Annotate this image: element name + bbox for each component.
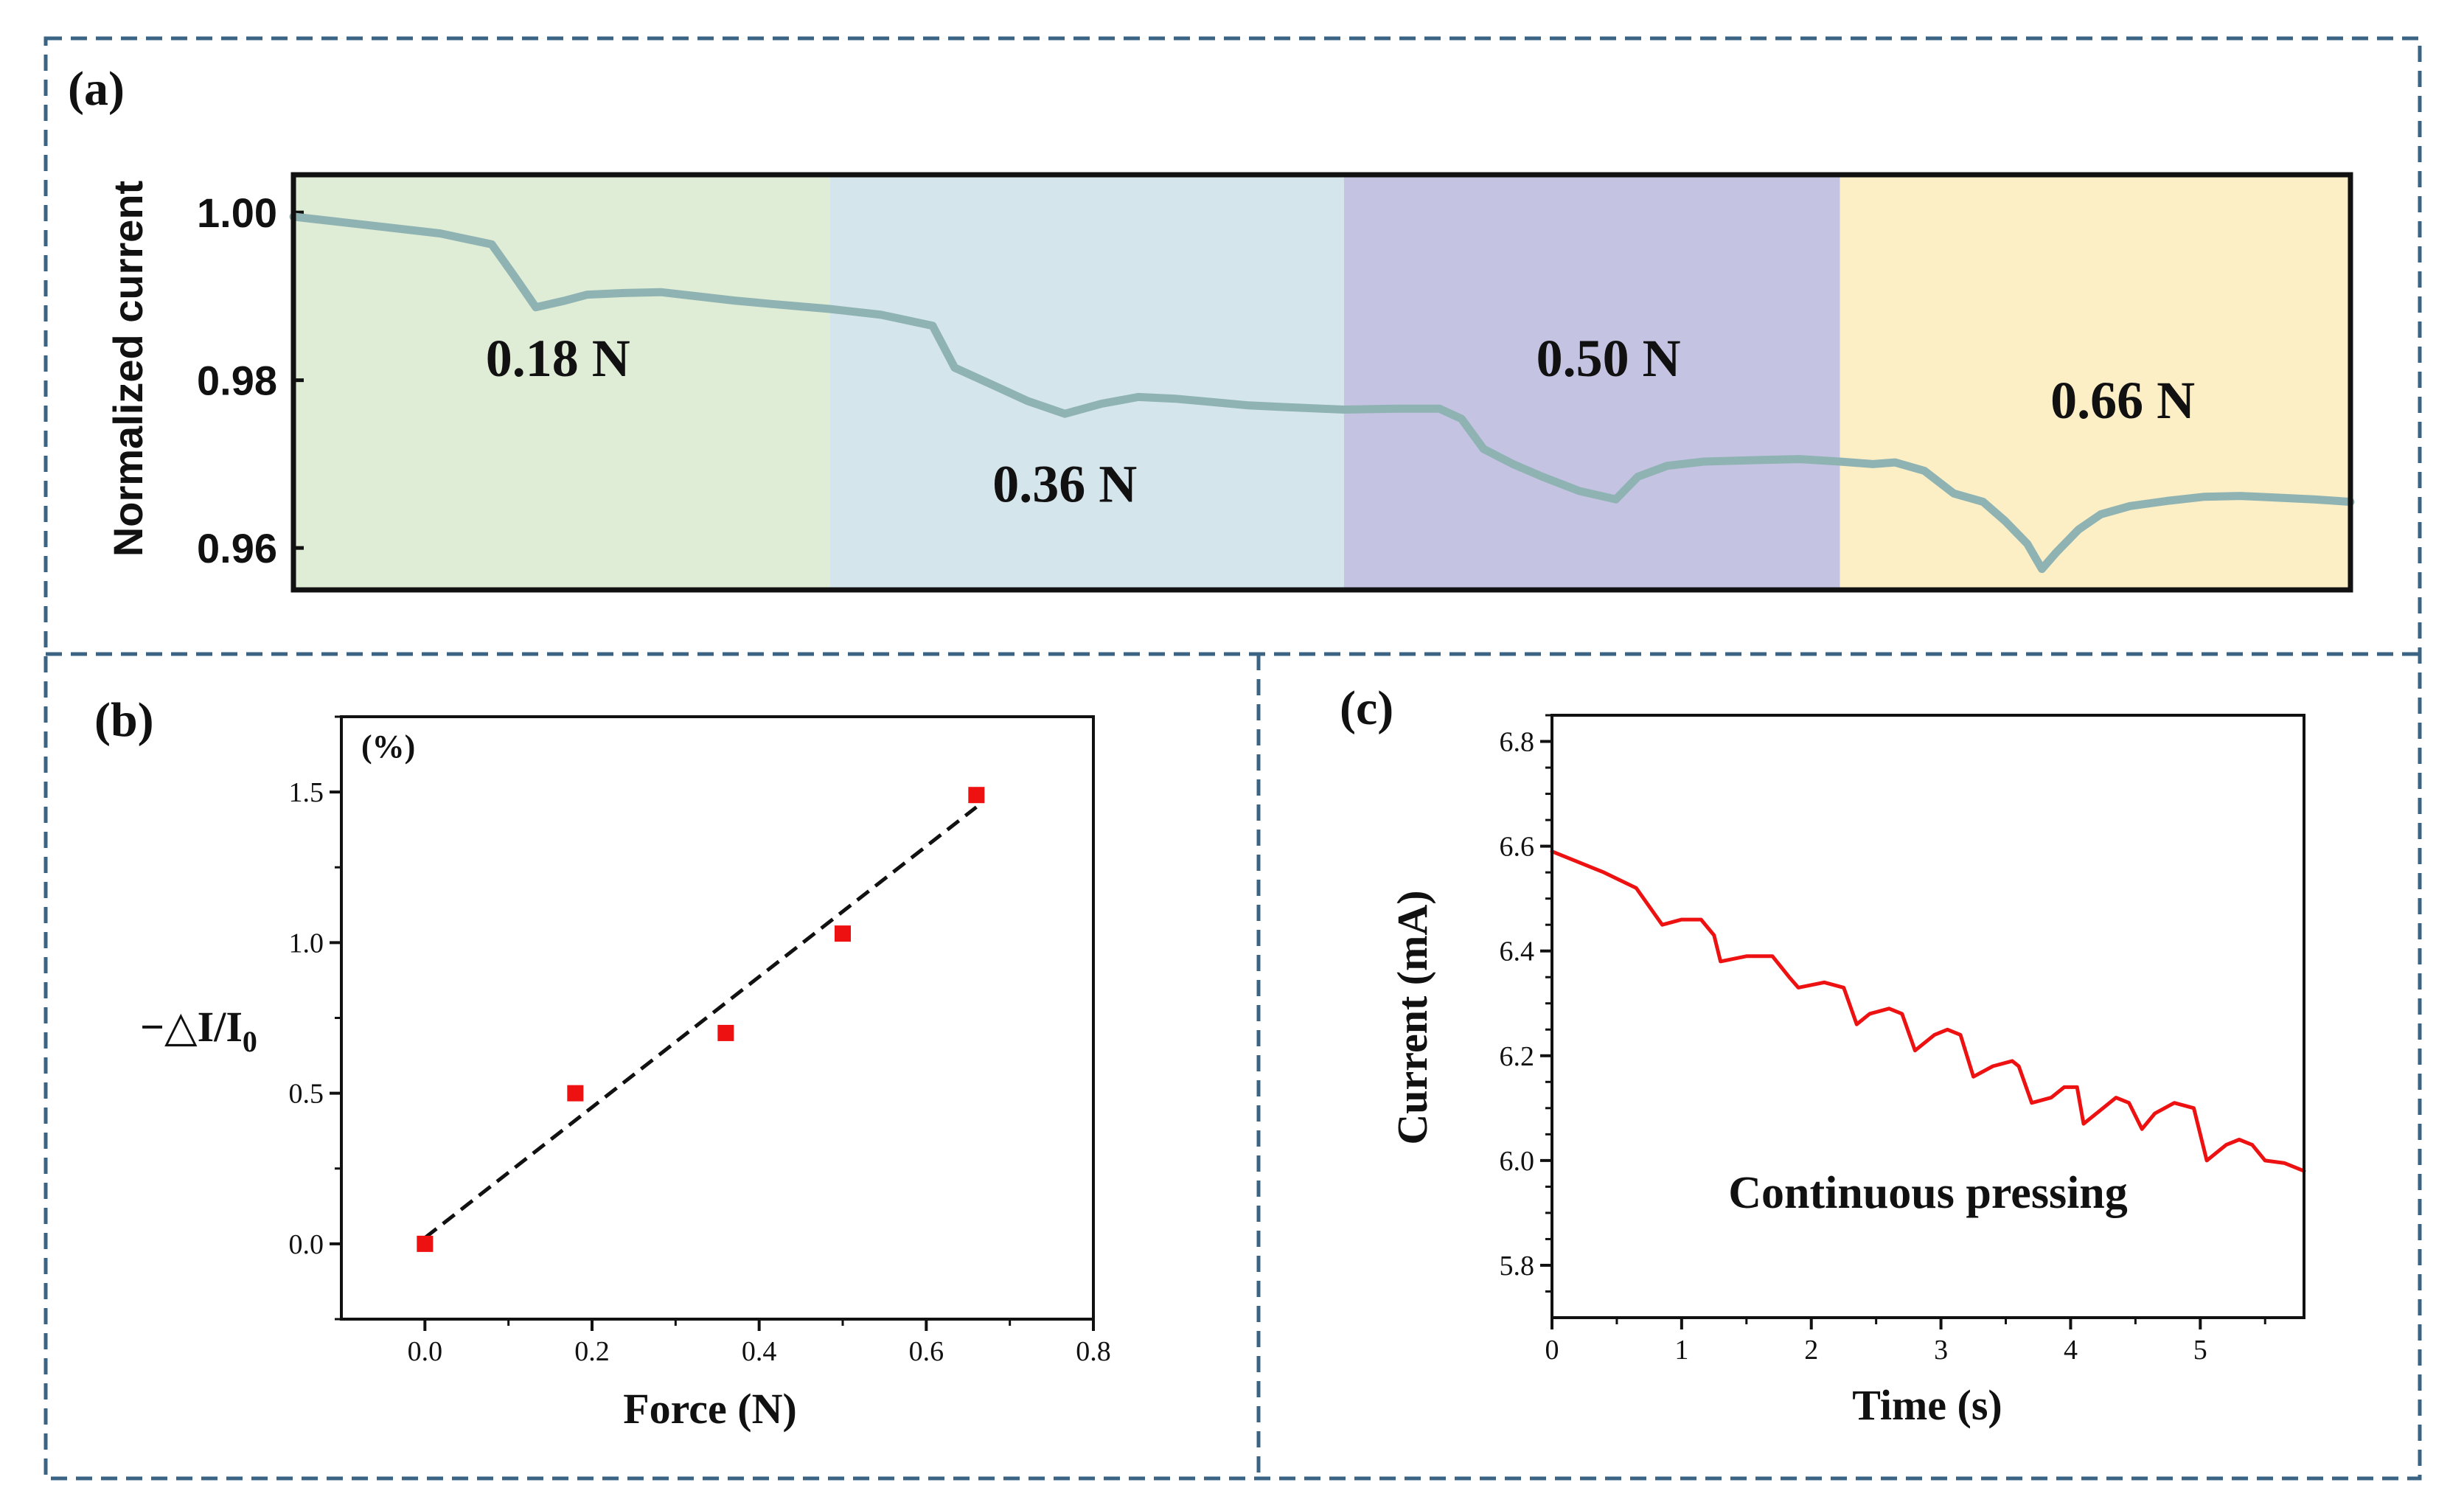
chart-c-ytick-label-2: 6.2 [1500, 1041, 1535, 1072]
chart-a-axes-frame [290, 172, 2353, 593]
chart-c-ticks: 0 1 2 3 4 5 5.8 6.0 6.2 6.4 6.6 6.8 [1500, 714, 2266, 1366]
chart-c-xtick-label-4: 4 [2064, 1335, 2078, 1366]
chart-c-ylabel: Current (mA) [1388, 890, 1436, 1144]
chart-b-ticks: 0.0 0.2 0.4 0.6 0.8 0.0 0.5 1.0 1.5 [289, 715, 1111, 1367]
chart-b-point-4 [968, 787, 985, 804]
chart-c-ytick-label-5: 6.8 [1500, 727, 1535, 758]
chart-a-series [289, 212, 2355, 574]
chart-b: 0.0 0.2 0.4 0.6 0.8 0.0 0.5 1.0 1.5 (%) Force (N… [140, 715, 1111, 1433]
chart-b-point-3 [835, 925, 851, 942]
chart-a: 0.18 N 0.36 N 0.50 N 0.66 N 0.96 0.98 1.00 No… [105, 172, 2355, 593]
chart-a-region-labels: 0.18 N 0.36 N 0.50 N 0.66 N [486, 329, 2195, 514]
chart-b-ytick-label-0: 0.0 [289, 1229, 324, 1260]
chart-b-xlabel: Force (N) [623, 1385, 797, 1433]
chart-c-ytick-label-0: 5.8 [1500, 1251, 1535, 1282]
chart-b-ylabel-main: −△I/I [140, 1003, 243, 1051]
chart-a-region-0 [293, 175, 830, 590]
chart-a-region-label-3: 0.66 N [2050, 371, 2195, 430]
chart-c-xlabel: Time (s) [1852, 1381, 2002, 1429]
chart-c-series [1550, 849, 2306, 1173]
chart-c-axes-frame [1551, 714, 2305, 1319]
panel-label-c: (c) [1340, 681, 1393, 735]
chart-b-yunit-label: (%) [361, 729, 415, 765]
chart-b-xtick-label-3: 0.6 [909, 1336, 944, 1367]
chart-b-xtick-label-4: 0.8 [1076, 1336, 1111, 1367]
chart-a-region-2 [1343, 175, 1840, 590]
chart-a-series-line [289, 212, 2355, 574]
chart-a-region-label-1: 0.36 N [992, 455, 1137, 514]
chart-c: 0 1 2 3 4 5 5.8 6.0 6.2 6.4 6.6 6.8 Continuous pres… [1388, 714, 2306, 1429]
chart-a-ytick-label-0: 0.96 [197, 525, 277, 571]
chart-b-xtick-label-2: 0.4 [742, 1336, 777, 1367]
chart-c-xtick-label-2: 2 [1804, 1335, 1818, 1366]
chart-b-ytick-label-2: 1.0 [289, 928, 324, 959]
chart-a-ytick-label-2: 1.00 [197, 190, 277, 236]
chart-b-points [417, 787, 985, 1252]
chart-c-series-line [1550, 849, 2306, 1173]
chart-b-fit-line [423, 805, 978, 1240]
dashed-frame [43, 36, 2422, 1481]
chart-c-ytick-label-4: 6.6 [1500, 832, 1535, 863]
chart-a-yticks: 0.96 0.98 1.00 [197, 190, 304, 571]
chart-a-region-label-0: 0.18 N [486, 329, 630, 388]
chart-c-xtick-label-5: 5 [2193, 1335, 2207, 1366]
chart-b-xtick-label-0: 0.0 [408, 1336, 443, 1367]
chart-b-ytick-label-3: 1.5 [289, 777, 324, 808]
chart-c-ytick-label-3: 6.4 [1500, 936, 1535, 967]
panel-label-b: (b) [94, 693, 154, 747]
chart-c-xtick-label-3: 3 [1934, 1335, 1948, 1366]
chart-c-annotation: Continuous pressing [1728, 1168, 2128, 1218]
chart-c-xtick-label-1: 1 [1674, 1335, 1688, 1366]
outer-frame [43, 36, 2422, 1481]
chart-b-xtick-label-1: 0.2 [574, 1336, 610, 1367]
chart-a-region-label-2: 0.50 N [1536, 329, 1681, 388]
chart-b-ylabel: −△I/I0 [140, 1003, 257, 1058]
chart-a-ylabel: Normalized current [105, 181, 151, 557]
chart-b-axes-frame [340, 715, 1095, 1321]
chart-b-point-2 [717, 1024, 734, 1041]
chart-b-fit [423, 805, 978, 1240]
chart-b-point-0 [417, 1235, 434, 1252]
chart-c-xtick-label-0: 0 [1545, 1335, 1559, 1366]
chart-b-point-1 [567, 1085, 584, 1102]
chart-b-ytick-label-1: 0.5 [289, 1079, 324, 1110]
chart-a-ytick-label-1: 0.98 [197, 358, 277, 404]
chart-a-region-1 [829, 175, 1344, 590]
chart-b-ylabel-sub: 0 [243, 1025, 257, 1058]
panel-label-a: (a) [68, 62, 125, 116]
chart-c-ytick-label-1: 6.0 [1500, 1146, 1535, 1177]
